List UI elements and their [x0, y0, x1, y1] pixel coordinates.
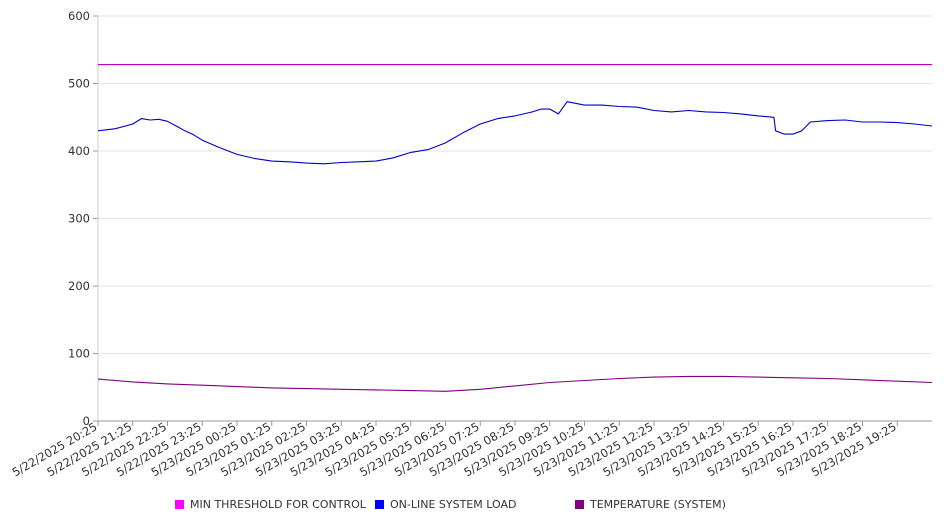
- y-tick-label: 100: [68, 347, 90, 361]
- legend-label-min-threshold: MIN THRESHOLD FOR CONTROL: [190, 498, 366, 511]
- legend-label-temperature: TEMPERATURE (SYSTEM): [590, 498, 726, 511]
- legend-item-system-load[interactable]: ON-LINE SYSTEM LOAD: [375, 498, 516, 511]
- legend-swatch-temperature: [575, 500, 584, 509]
- legend-swatch-system-load: [375, 500, 384, 509]
- axes: [93, 15, 932, 426]
- y-tick-label: 300: [68, 212, 90, 226]
- y-tick-label: 500: [68, 77, 90, 91]
- legend-label-system-load: ON-LINE SYSTEM LOAD: [390, 498, 517, 511]
- y-tick-label: 400: [68, 144, 90, 158]
- grid-lines: [98, 15, 932, 354]
- series-line-temperature-system: [97, 375, 933, 392]
- x-tick-labels: 5/22/2025 20:255/22/2025 21:255/22/2025 …: [10, 419, 899, 479]
- series-line-on-line-system-load: [97, 101, 933, 165]
- legend-item-temperature[interactable]: TEMPERATURE (SYSTEM): [575, 498, 726, 511]
- series-lines: [97, 64, 933, 392]
- y-tick-label: 200: [68, 279, 90, 293]
- legend: MIN THRESHOLD FOR CONTROL ON-LINE SYSTEM…: [0, 498, 946, 516]
- legend-item-min-threshold[interactable]: MIN THRESHOLD FOR CONTROL: [175, 498, 366, 511]
- legend-swatch-min-threshold: [175, 500, 184, 509]
- y-tick-label: 600: [68, 9, 90, 23]
- y-tick-label: 0: [83, 414, 90, 428]
- y-tick-labels: 0 100 200 300 400 500 600: [68, 9, 90, 428]
